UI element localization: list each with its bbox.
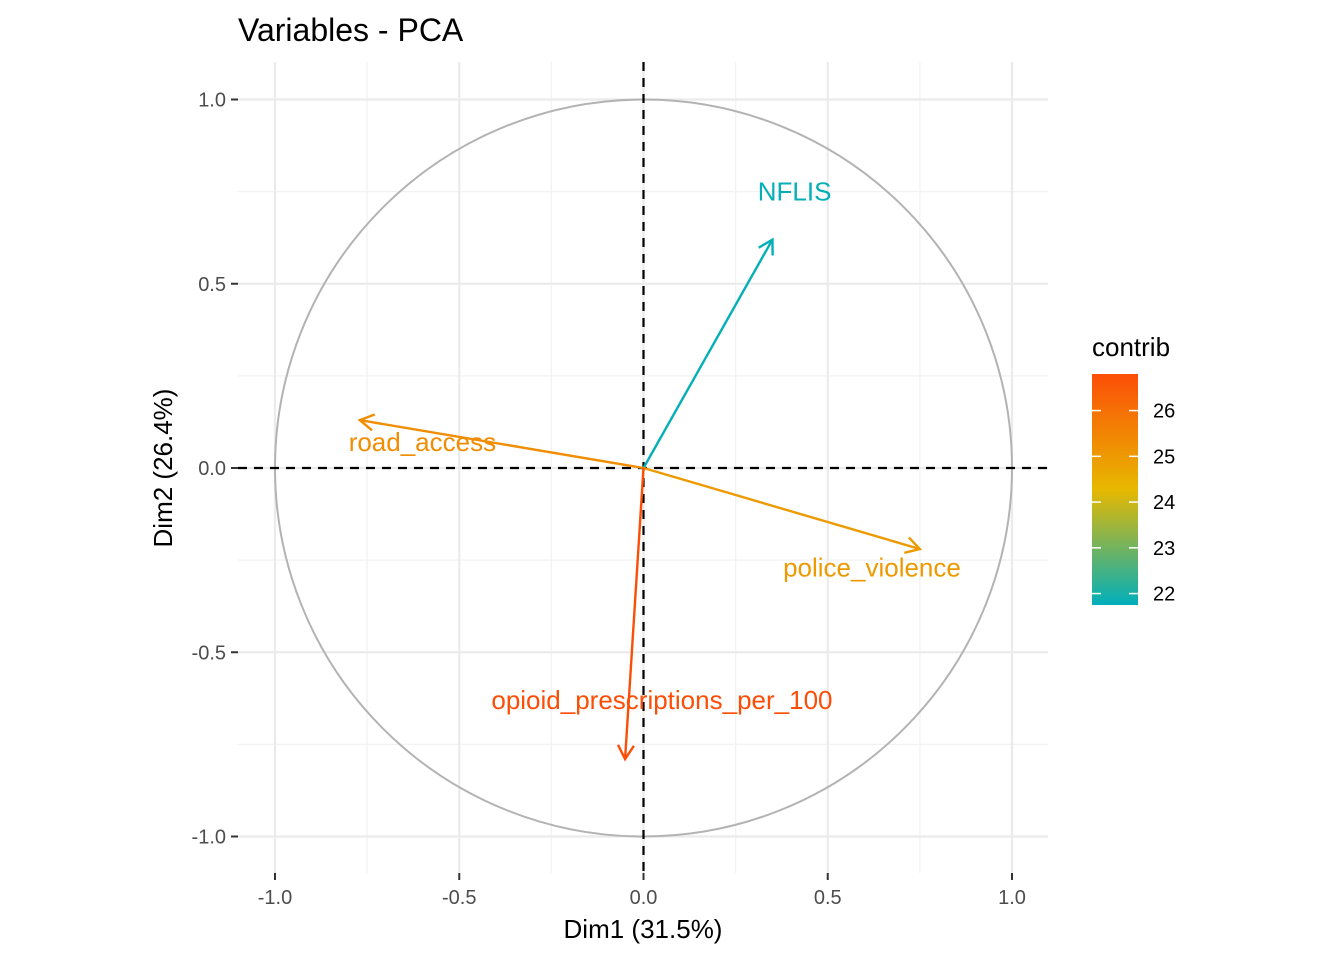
arrow-opioid_prescriptions_per_100 xyxy=(623,467,645,760)
legend-tick-label: 24 xyxy=(1153,492,1175,514)
arrowhead-road_access xyxy=(357,413,376,432)
y-tick-label: 1.0 xyxy=(198,90,226,112)
x-tick-label: 0.0 xyxy=(630,887,658,909)
y-tick-label: 0.0 xyxy=(198,458,226,480)
arrowhead-opioid_prescriptions_per_100 xyxy=(616,744,635,762)
axis-ticks: -1.0 -0.5 0.0 0.5 1.0 -1.0 -0.5 0.0 0.5 1.0 xyxy=(192,90,1026,910)
legend-colorbar xyxy=(1092,374,1138,605)
arrowhead-police_violence xyxy=(904,536,923,555)
legend-tick-label: 22 xyxy=(1153,584,1175,606)
x-tick-label: 0.5 xyxy=(814,887,842,909)
y-tick-label: -0.5 xyxy=(192,642,226,664)
label-opioid_prescriptions_per_100: opioid_prescriptions_per_100 xyxy=(491,685,832,715)
arrowhead-NFLIS xyxy=(758,237,774,256)
legend-tick-label: 23 xyxy=(1153,538,1175,560)
arrow-NFLIS xyxy=(642,238,774,469)
x-axis-title: Dim1 (31.5%) xyxy=(564,914,723,944)
label-NFLIS: NFLIS xyxy=(758,177,832,207)
x-tick-label: -0.5 xyxy=(442,887,476,909)
legend-tick-label: 26 xyxy=(1153,401,1175,423)
label-road_access: road_access xyxy=(349,427,496,457)
legend-title: contrib xyxy=(1092,332,1170,362)
legend: contrib 22 23 24 25 26 xyxy=(1092,332,1175,606)
arrow-police_violence xyxy=(643,466,921,551)
variable-arrows: NFLIS road_access police_violence opioid_pr… xyxy=(349,177,961,762)
y-tick-label: 0.5 xyxy=(198,274,226,296)
label-police_violence: police_violence xyxy=(783,552,961,582)
y-tick-label: -1.0 xyxy=(192,827,226,849)
x-tick-label: 1.0 xyxy=(998,887,1026,909)
legend-tick-label: 25 xyxy=(1153,446,1175,468)
chart-title: Variables - PCA xyxy=(238,12,464,48)
x-tick-label: -1.0 xyxy=(258,887,292,909)
y-axis-title: Dim2 (26.4%) xyxy=(148,389,178,548)
arrow-road_access xyxy=(359,418,644,470)
